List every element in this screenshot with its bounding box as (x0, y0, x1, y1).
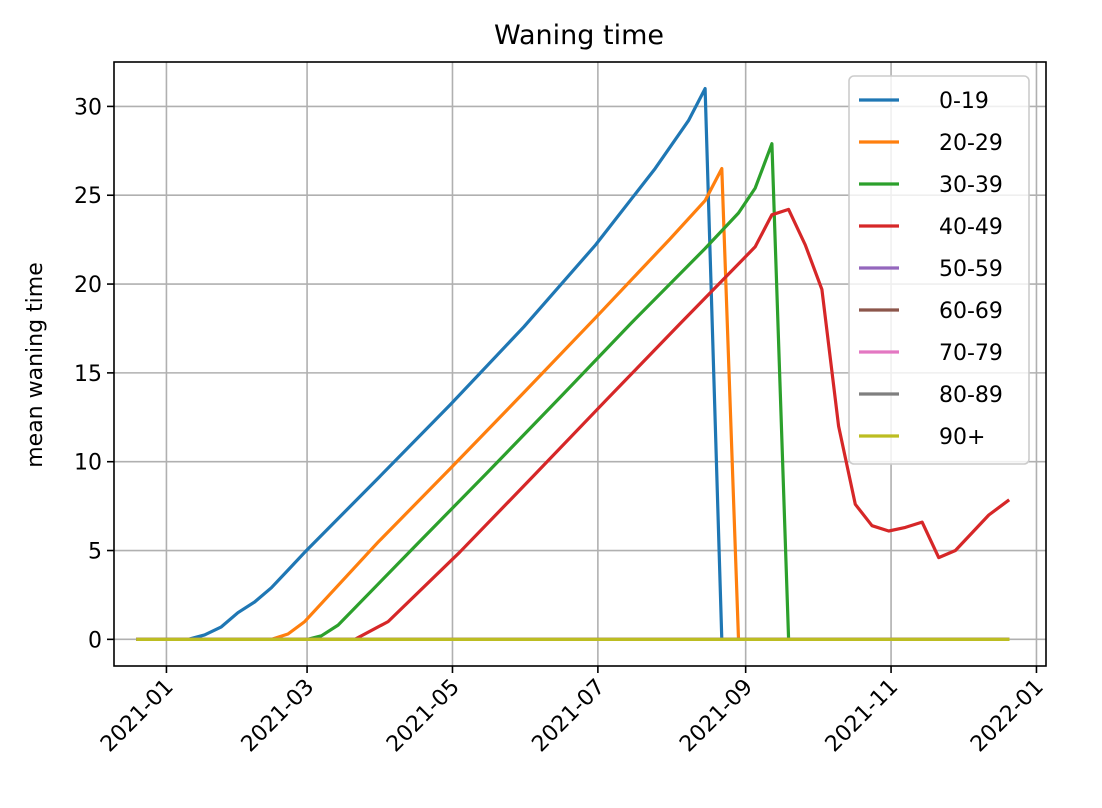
x-tick-label: 2021-07 (527, 675, 610, 758)
legend-label: 70-79 (939, 341, 1003, 366)
y-axis-label: mean waning time (23, 262, 48, 468)
series-layer (136, 87, 1011, 641)
legend-label: 90+ (939, 425, 985, 450)
x-tick-label: 2021-01 (96, 675, 179, 758)
y-tick-label: 0 (88, 628, 102, 653)
chart-title: Waning time (494, 20, 664, 51)
legend-label: 0-19 (939, 89, 989, 114)
legend-label: 50-59 (939, 257, 1003, 282)
series-line-0-19 (136, 87, 1010, 641)
x-tick-label: 2022-01 (966, 675, 1049, 758)
x-tick-label: 2021-05 (382, 675, 465, 758)
legend-label: 40-49 (939, 215, 1003, 240)
x-tick-label: 2021-09 (675, 675, 758, 758)
y-tick-label: 25 (74, 184, 102, 209)
x-tick-label: 2021-11 (821, 675, 904, 758)
y-tick-label: 10 (74, 451, 102, 476)
legend-label: 30-39 (939, 173, 1003, 198)
legend-box (848, 75, 1030, 465)
series-line-40-49 (136, 207, 1011, 641)
series-line-20-29 (136, 167, 1010, 641)
legend-label: 20-29 (939, 131, 1003, 156)
y-tick-label: 15 (74, 362, 102, 387)
x-tick-label: 2021-03 (237, 675, 320, 758)
legend: 0-19 20-29 30-39 40-49 50-59 60-69 70-79 80-89 9… (848, 75, 1030, 465)
legend-label: 60-69 (939, 299, 1003, 324)
y-tick-label: 5 (88, 540, 102, 565)
legend-label: 80-89 (939, 383, 1003, 408)
y-tick-label: 30 (74, 95, 102, 120)
plot-frame (113, 61, 1047, 667)
y-tick-label: 20 (74, 273, 102, 298)
series-line-30-39 (136, 142, 1010, 641)
